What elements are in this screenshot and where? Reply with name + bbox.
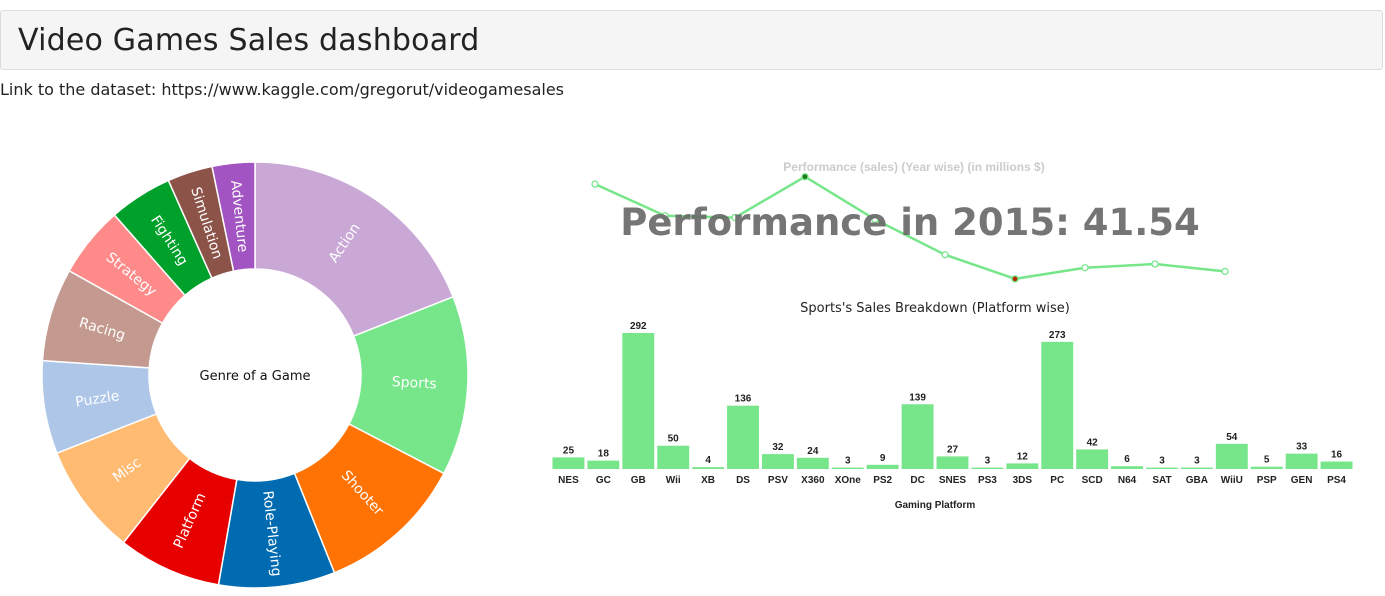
bar-tick-label: PS2 [873,475,892,486]
line-point[interactable] [1151,260,1159,268]
bar-value-label: 4 [705,455,711,466]
line-series [594,175,1226,281]
bar-tick-label: XOne [835,475,862,486]
bar-value-label: 25 [563,445,575,456]
bar-tick-label: DC [910,475,924,486]
bar-xb[interactable] [692,467,725,469]
bar-value-label: 16 [1331,450,1343,461]
bar-dc[interactable] [901,404,934,469]
bar-value-label: 3 [1159,456,1165,467]
bar-scd[interactable] [1076,449,1109,469]
performance-overlay-text: Performance in 2015: 41.54 [620,201,1200,244]
bar-psp[interactable] [1250,466,1283,469]
donut-slice-action[interactable] [254,161,455,338]
bar-value-label: 24 [807,446,819,457]
bar-tick-label: XB [701,475,715,486]
bar-value-label: 5 [1264,455,1270,466]
bar-ps2[interactable] [866,464,899,469]
bar-psv[interactable] [761,454,794,469]
bar-value-label: 32 [772,442,784,453]
bar-tick-label: DS [736,475,750,486]
bar-tick-label: PS4 [1327,475,1346,486]
bar-tick-label: GC [596,475,611,486]
line-point[interactable] [801,173,809,181]
bar-tick-label: SAT [1152,475,1171,486]
bar-tick-label: GBA [1186,475,1208,486]
bar-value-label: 3 [1194,456,1200,467]
bar-value-label: 9 [880,453,886,464]
bar-tick-label: PSV [768,475,788,486]
donut-slice-adventure[interactable] [211,161,256,273]
bar-wii[interactable] [657,445,690,469]
line-point[interactable] [941,251,949,259]
line-point[interactable] [591,180,599,188]
bar-value-label: 136 [735,394,752,405]
bar-tick-label: GB [631,475,646,486]
bar-value-label: 292 [630,321,647,332]
bar-sat[interactable] [1146,467,1178,469]
bar-tick-label: PS3 [978,475,997,486]
bar-gc[interactable] [587,460,620,469]
bar-3ds[interactable] [1006,463,1039,469]
bar-value-label: 12 [1017,451,1029,462]
bar-value-label: 54 [1226,432,1238,443]
line-point[interactable] [661,212,669,220]
bar-gb[interactable] [622,333,655,469]
bar-tick-label: N64 [1118,475,1137,486]
line-point[interactable] [1081,264,1089,272]
bar-x360[interactable] [796,457,829,469]
bar-pc[interactable] [1041,341,1074,469]
bar-snes[interactable] [936,456,969,469]
bar-n64[interactable] [1111,466,1144,469]
donut-center-label: Genre of a Game [200,369,311,384]
bar-xone[interactable] [831,467,864,469]
line-point[interactable] [871,215,879,224]
header-bar: Video Games Sales dashboard [0,10,1383,70]
bar-tick-label: X360 [801,475,825,486]
bar-value-label: 42 [1087,437,1099,448]
page-title: Video Games Sales dashboard [18,23,480,58]
bar-value-label: 273 [1049,330,1066,341]
line-point[interactable] [1221,267,1229,276]
bar-chart-xlabel: Gaming Platform [895,500,976,511]
line-chart-title: Performance (sales) (Year wise) (in mill… [783,160,1044,174]
bar-value-label: 6 [1124,454,1130,465]
bar-value-label: 139 [909,392,926,403]
bar-value-label: 33 [1296,442,1308,453]
bar-value-label: 50 [668,434,680,445]
bar-tick-label: Wii [666,475,681,486]
bar-chart-title: Sports's Sales Breakdown (Platform wise) [800,301,1070,316]
bar-value-label: 3 [845,456,851,467]
bar-ps4[interactable] [1320,461,1353,469]
bar-ds[interactable] [727,405,759,469]
bar-tick-label: WiiU [1221,475,1243,486]
bar-gba[interactable] [1180,467,1213,469]
line-point[interactable] [731,213,739,222]
bar-nes[interactable] [552,457,585,469]
donut-label-sports: Sports [391,374,437,392]
bar-gen[interactable] [1285,453,1318,469]
bar-tick-label: PC [1050,475,1064,486]
bar-value-label: 3 [985,456,991,467]
bar-tick-label: PSP [1257,475,1277,486]
bar-tick-label: SNES [939,475,967,486]
bar-wiiu[interactable] [1215,443,1248,469]
donut-label-adventure: Adventure [227,179,250,253]
bar-tick-label: NES [558,475,579,486]
dataset-link-text: Link to the dataset: https://www.kaggle.… [0,80,564,99]
bar-value-label: 27 [947,444,959,455]
line-point[interactable] [1011,275,1019,283]
bar-tick-label: 3DS [1013,475,1033,486]
bar-ps3[interactable] [971,467,1004,469]
bar-tick-label: SCD [1082,475,1103,486]
bar-tick-label: GEN [1291,475,1313,486]
donut-label-puzzle: Puzzle [74,388,120,411]
bar-value-label: 18 [598,449,610,460]
